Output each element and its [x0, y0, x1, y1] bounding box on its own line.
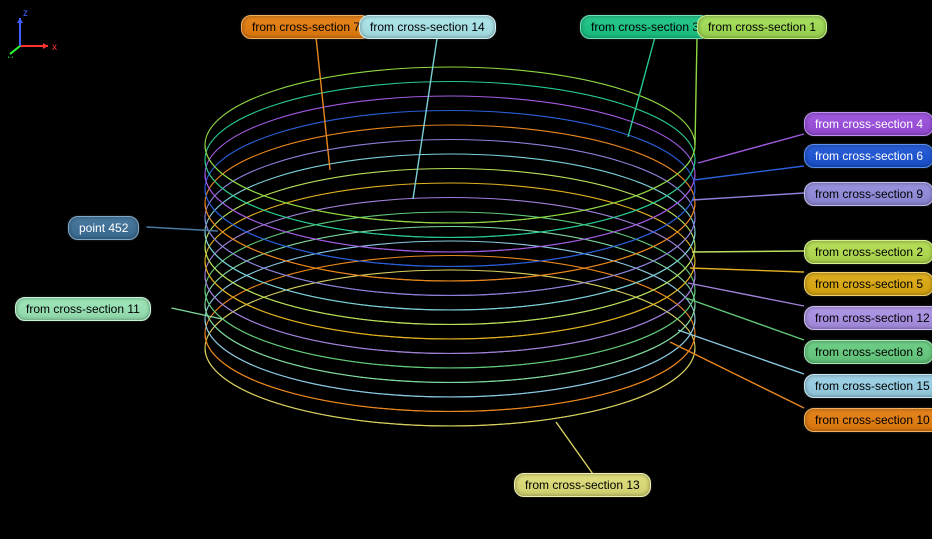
cross-section-ring: [205, 227, 695, 383]
annotation-label-text: from cross-section 5: [815, 277, 923, 291]
annotation-label-text: from cross-section 2: [815, 245, 923, 259]
leader-line: [413, 37, 437, 199]
cross-section-ring: [205, 256, 695, 412]
leader-line: [678, 330, 804, 374]
leader-line: [690, 268, 804, 272]
annotation-label-text: from cross-section 7: [252, 20, 360, 34]
leader-line: [694, 166, 804, 180]
annotation-label-cs2[interactable]: from cross-section 2: [804, 240, 932, 264]
annotation-label-cs1[interactable]: from cross-section 1: [697, 15, 827, 39]
cross-section-ring: [205, 198, 695, 354]
cross-section-ring: [205, 67, 695, 223]
leader-line: [670, 342, 804, 408]
cross-section-ring: [205, 111, 695, 267]
leader-line: [628, 37, 655, 137]
cross-section-ring: [205, 169, 695, 325]
cross-section-ring-front: [205, 160, 695, 238]
annotation-label-text: from cross-section 6: [815, 149, 923, 163]
cross-section-ring: [205, 154, 695, 310]
cross-section-ring-front: [205, 174, 695, 252]
annotation-label-cs10[interactable]: from cross-section 10: [804, 408, 932, 432]
annotation-label-text: from cross-section 15: [815, 379, 930, 393]
axis-x-label: x: [52, 42, 57, 53]
axis-z-label: z: [23, 8, 28, 19]
leader-line: [172, 308, 223, 319]
annotation-label-text: from cross-section 12: [815, 311, 930, 325]
axis-widget: x z y: [8, 8, 58, 58]
leader-line: [316, 37, 330, 170]
annotation-label-text: from cross-section 8: [815, 345, 923, 359]
scene-svg: [0, 0, 932, 539]
annotation-label-text: from cross-section 10: [815, 413, 930, 427]
annotation-label-text: from cross-section 14: [370, 20, 485, 34]
annotation-label-text: from cross-section 9: [815, 187, 923, 201]
cross-section-ring: [205, 270, 695, 426]
annotation-label-text: point 452: [79, 221, 128, 235]
annotation-label-text: from cross-section 3: [591, 20, 699, 34]
cross-section-ring: [205, 96, 695, 252]
viewport-3d[interactable]: { "background_color": "#000000", "axis_w…: [0, 0, 932, 539]
annotation-label-cs7[interactable]: from cross-section 7: [241, 15, 371, 39]
annotation-label-cs12[interactable]: from cross-section 12: [804, 306, 932, 330]
cross-section-ring: [205, 125, 695, 281]
annotation-label-cs9[interactable]: from cross-section 9: [804, 182, 932, 206]
annotation-label-cs11[interactable]: from cross-section 11: [15, 297, 151, 321]
cross-section-ring: [205, 241, 695, 397]
leader-line: [556, 422, 592, 473]
annotation-label-cs6[interactable]: from cross-section 6: [804, 144, 932, 168]
annotation-label-cs8[interactable]: from cross-section 8: [804, 340, 932, 364]
annotation-label-cs15[interactable]: from cross-section 15: [804, 374, 932, 398]
annotation-label-cs4[interactable]: from cross-section 4: [804, 112, 932, 136]
annotation-label-p452[interactable]: point 452: [68, 216, 139, 240]
cross-section-ring: [205, 82, 695, 238]
annotation-label-cs3[interactable]: from cross-section 3: [580, 15, 710, 39]
axis-y-label: y: [8, 54, 13, 58]
annotation-label-cs5[interactable]: from cross-section 5: [804, 272, 932, 296]
cross-section-ring: [205, 212, 695, 368]
annotation-label-cs13[interactable]: from cross-section 13: [514, 473, 651, 497]
cross-section-ring: [205, 140, 695, 296]
annotation-label-text: from cross-section 13: [525, 478, 640, 492]
leader-line: [686, 298, 804, 340]
leader-line: [692, 251, 804, 252]
annotation-label-text: from cross-section 4: [815, 117, 923, 131]
leader-line: [688, 283, 804, 306]
leader-line: [698, 134, 804, 163]
leader-line: [692, 193, 804, 200]
annotation-label-cs14[interactable]: from cross-section 14: [359, 15, 496, 39]
annotation-label-text: from cross-section 11: [26, 302, 140, 316]
cross-section-ring-front: [205, 145, 695, 223]
leader-line: [695, 37, 697, 145]
annotation-label-text: from cross-section 1: [708, 20, 816, 34]
cross-section-ring: [205, 183, 695, 339]
